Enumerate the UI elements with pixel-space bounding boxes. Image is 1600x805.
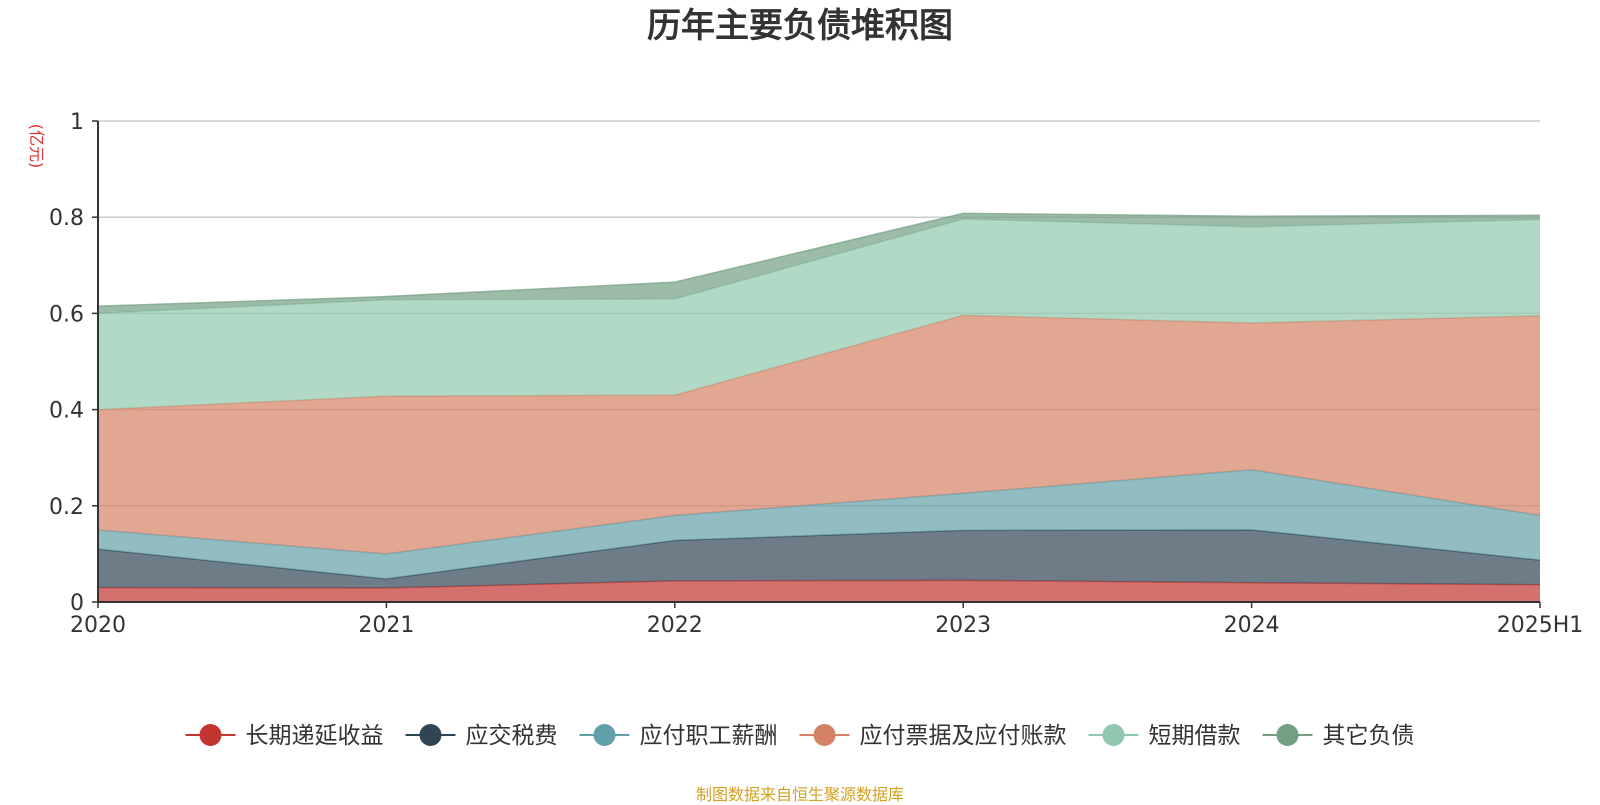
y-tick-label: 1	[70, 110, 84, 135]
legend-label: 应付职工薪酬	[640, 723, 778, 749]
legend-circle-marker	[593, 724, 616, 746]
x-tick-label: 2023	[935, 613, 991, 638]
x-tick-label: 2021	[358, 613, 414, 638]
area-series-4	[98, 219, 1540, 410]
area-series-1	[98, 529, 1540, 589]
series-line-5	[97, 212, 1541, 307]
legend-circle-marker	[419, 724, 442, 746]
legend-item[interactable]: 应付职工薪酬	[579, 723, 778, 749]
legend-item[interactable]: 短期借款	[1088, 723, 1241, 749]
legend-label: 长期递延收益	[246, 723, 384, 749]
chart-title: 历年主要负债堆积图	[647, 6, 953, 46]
legend-item[interactable]: 长期递延收益	[185, 723, 384, 749]
legend-label: 其它负债	[1323, 723, 1415, 749]
legend-item[interactable]: 其它负债	[1262, 723, 1415, 749]
x-tick-label: 2025H1	[1497, 613, 1584, 638]
y-tick-label: 0.8	[49, 206, 84, 231]
legend-circle-marker	[813, 724, 836, 746]
data-source-note: 制图数据来自恒生聚源数据库	[695, 785, 904, 804]
x-tick-label: 2024	[1224, 613, 1280, 638]
legend-label: 短期借款	[1149, 723, 1241, 749]
legend-label: 应付票据及应付账款	[860, 723, 1067, 749]
legend-circle-marker	[1276, 724, 1299, 746]
legend-circle-marker	[1102, 724, 1125, 746]
y-tick-label: 0.6	[49, 302, 84, 327]
area-series-2	[98, 469, 1540, 579]
x-tick-label: 2020	[70, 613, 126, 638]
area-series-5	[98, 213, 1540, 314]
area-series-0	[98, 580, 1540, 602]
legend[interactable]: 长期递延收益 应交税费 应付职工薪酬 应付票据及应付账款 短期借款 其它负债	[185, 723, 1415, 749]
area-series-3	[98, 315, 1540, 554]
y-tick-label: 0.4	[49, 399, 84, 424]
legend-item[interactable]: 应付票据及应付账款	[799, 723, 1067, 749]
area-series	[97, 212, 1541, 602]
legend-label: 应交税费	[466, 723, 558, 749]
y-tick-label: 0.2	[49, 495, 84, 520]
y-tick-label: 0	[70, 591, 84, 616]
axes: 0 0.2 0.4 0.6 0.8 1 2020 2021 2022 2023 2024 2025H1	[49, 110, 1583, 638]
legend-item[interactable]: 应交税费	[405, 723, 558, 749]
x-tick-label: 2022	[647, 613, 703, 638]
legend-circle-marker	[199, 724, 222, 746]
